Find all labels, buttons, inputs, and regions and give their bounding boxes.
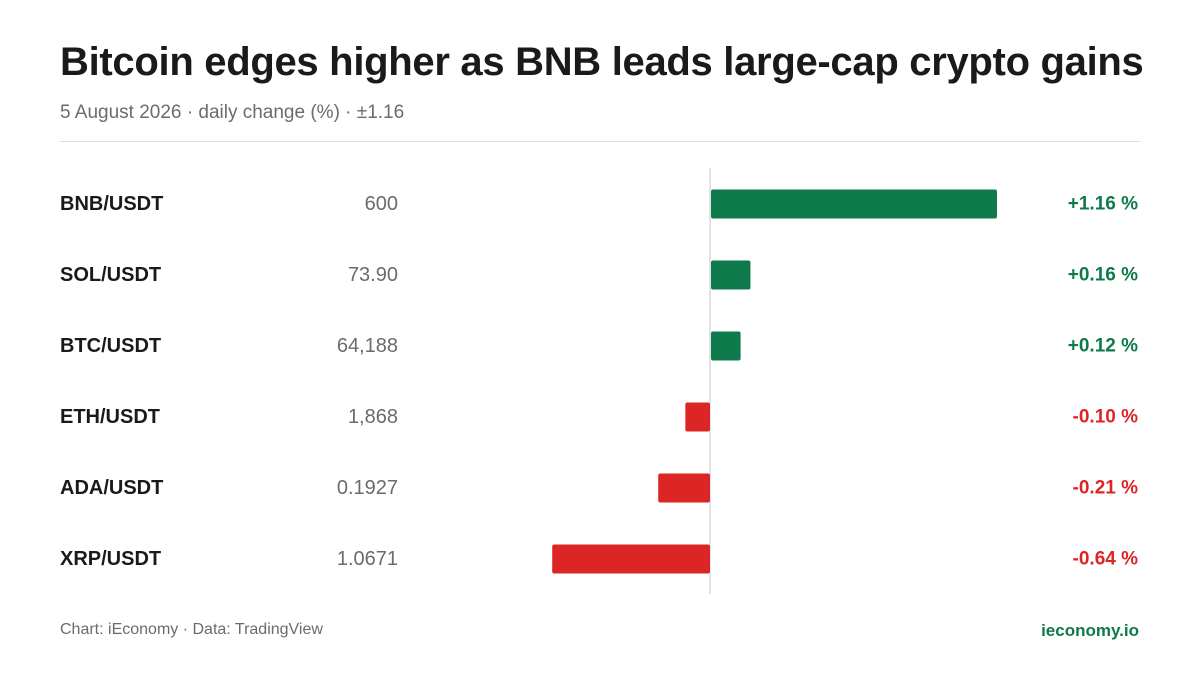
price-label: 73.90 bbox=[348, 264, 398, 286]
brand-link[interactable]: ieconomy.io bbox=[1041, 621, 1139, 640]
bar bbox=[552, 544, 710, 574]
value-label: +0.12 % bbox=[1068, 336, 1138, 357]
bar bbox=[685, 402, 710, 432]
value-label: -0.64 % bbox=[1073, 549, 1139, 570]
bar bbox=[711, 260, 751, 290]
bar bbox=[711, 331, 741, 361]
value-label: -0.21 % bbox=[1073, 478, 1139, 499]
price-label: 1.0671 bbox=[337, 548, 398, 570]
price-label: 64,188 bbox=[337, 335, 398, 357]
value-label: +0.16 % bbox=[1068, 265, 1138, 286]
chart-subtitle: 5 August 2026 · daily change (%) · ±1.16 bbox=[60, 102, 405, 123]
chart-title: Bitcoin edges higher as BNB leads large-… bbox=[60, 40, 1144, 84]
price-label: 600 bbox=[365, 193, 398, 215]
category-label: SOL/USDT bbox=[60, 264, 161, 286]
price-label: 1,868 bbox=[348, 406, 398, 428]
category-label: BNB/USDT bbox=[60, 193, 163, 215]
bar bbox=[711, 189, 997, 219]
category-label: ETH/USDT bbox=[60, 406, 160, 428]
category-label: ADA/USDT bbox=[60, 477, 163, 499]
value-label: +1.16 % bbox=[1068, 194, 1138, 215]
category-label: XRP/USDT bbox=[60, 548, 161, 570]
category-label: BTC/USDT bbox=[60, 335, 161, 357]
value-label: -0.10 % bbox=[1073, 407, 1139, 428]
price-label: 0.1927 bbox=[337, 477, 398, 499]
source-credit: Chart: iEconomy · Data: TradingView bbox=[60, 621, 323, 638]
bar bbox=[658, 473, 710, 503]
header-divider bbox=[60, 141, 1140, 142]
